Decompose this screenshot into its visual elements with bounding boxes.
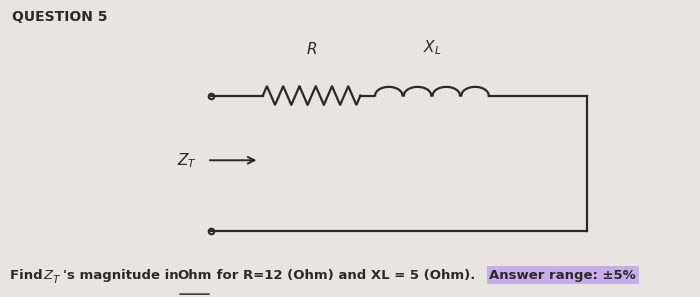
Text: $X_L$: $X_L$ [423,39,441,57]
Text: Answer range: ±5%: Answer range: ±5% [489,268,636,282]
Text: Find: Find [10,268,48,282]
Text: Ohm: Ohm [177,268,211,282]
Text: $T$: $T$ [52,274,62,285]
Text: 's magnitude in: 's magnitude in [63,268,183,282]
Text: QUESTION 5: QUESTION 5 [12,10,107,24]
Text: $Z_T$: $Z_T$ [176,151,197,170]
Text: $Z$: $Z$ [43,268,55,282]
Text: $R$: $R$ [306,41,317,57]
Text: for R=12 (Ohm) and XL = 5 (Ohm).: for R=12 (Ohm) and XL = 5 (Ohm). [212,268,480,282]
